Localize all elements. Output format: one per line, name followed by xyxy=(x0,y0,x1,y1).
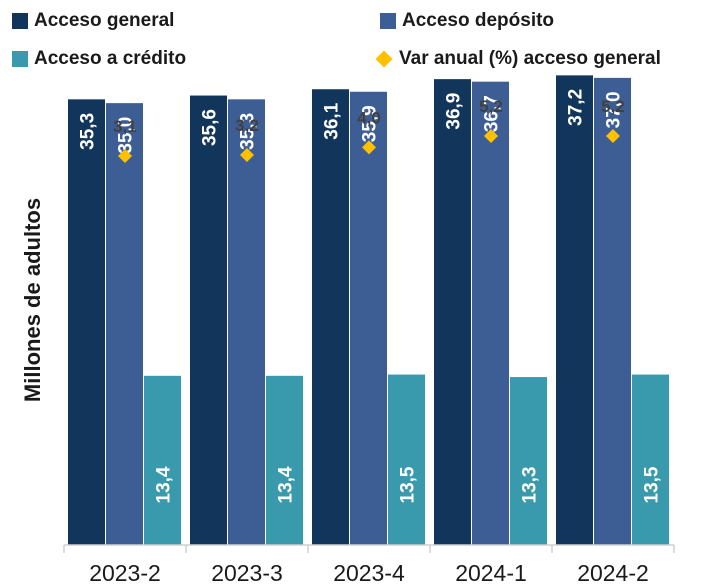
data-label-0-0: 35,3 xyxy=(78,113,99,150)
data-label-2-1: 13,4 xyxy=(276,466,297,503)
legend-swatch-acceso-deposito xyxy=(380,13,396,29)
legend-label-acceso-deposito: Acceso depósito xyxy=(402,10,555,31)
marker-2 xyxy=(362,140,376,155)
x-tick-label-1: 2023-3 xyxy=(211,560,283,585)
legend-swatch-acceso-general xyxy=(12,13,28,29)
data-label-1-1: 35,3 xyxy=(238,113,259,150)
bar-1-1 xyxy=(228,99,265,546)
data-label-0-2: 36,1 xyxy=(322,102,343,139)
bar-2-3 xyxy=(510,377,547,545)
marker-label-2: 4,0 xyxy=(357,108,381,127)
bar-0-3 xyxy=(434,79,471,545)
marker-0 xyxy=(118,149,132,163)
bar-2-1 xyxy=(266,375,303,545)
bar-2-2 xyxy=(388,374,425,545)
x-tick-label-2: 2023-4 xyxy=(333,560,405,585)
data-label-2-4: 13,5 xyxy=(642,466,663,503)
x-tick-label-0: 2023-2 xyxy=(89,560,161,585)
legend-item-acceso-deposito: Acceso depósito xyxy=(380,10,554,32)
marker-4 xyxy=(606,129,620,143)
marker-label-4: 5,2 xyxy=(601,97,625,116)
data-label-0-1: 35,6 xyxy=(200,109,221,146)
legend-label-acceso-general: Acceso general xyxy=(34,10,175,31)
bar-2-0 xyxy=(144,375,181,545)
bar-1-0 xyxy=(106,103,143,545)
legend-swatch-acceso-credito xyxy=(12,51,28,67)
x-tick-label-3: 2024-1 xyxy=(455,560,527,585)
marker-label-3: 5,2 xyxy=(479,97,503,116)
marker-label-0: 3,1 xyxy=(113,117,137,136)
bar-0-0 xyxy=(68,99,105,546)
bar-2-4 xyxy=(632,374,669,545)
legend: Acceso general Acceso depósito Acceso a … xyxy=(12,10,712,80)
marker-3 xyxy=(484,129,498,143)
data-label-1-2: 35,9 xyxy=(360,105,381,142)
data-label-1-3: 36,7 xyxy=(482,95,503,132)
data-label-2-3: 13,3 xyxy=(520,467,541,504)
bar-1-2 xyxy=(350,91,387,545)
legend-item-acceso-general: Acceso general xyxy=(12,10,174,32)
legend-label-acceso-credito: Acceso a crédito xyxy=(34,48,187,69)
bar-0-1 xyxy=(190,95,227,546)
y-axis-label: Millones de adultos xyxy=(20,198,45,402)
data-label-1-4: 37,0 xyxy=(604,91,625,128)
data-label-0-4: 37,2 xyxy=(566,89,587,126)
data-label-2-2: 13,5 xyxy=(398,466,419,503)
bars-group: 35,3 35,0 13,4 35,6 35,3 13,4 36,1 35,9 13,5 36,9… xyxy=(68,75,669,546)
bar-0-2 xyxy=(312,89,349,546)
legend-item-acceso-credito: Acceso a crédito xyxy=(12,48,186,70)
legend-item-var-anual: Var anual (%) acceso general xyxy=(374,48,661,70)
data-label-0-3: 36,9 xyxy=(444,93,465,130)
marker-1 xyxy=(240,148,254,163)
bar-1-3 xyxy=(472,81,509,545)
data-label-2-0: 13,4 xyxy=(154,466,175,503)
markers-group: 3,1 3,2 4,0 5,2 5,2 xyxy=(113,97,625,163)
marker-label-1: 3,2 xyxy=(235,116,259,135)
bar-1-4 xyxy=(594,77,631,545)
x-tick-label-4: 2024-2 xyxy=(577,560,649,585)
bar-0-4 xyxy=(556,75,593,545)
data-label-1-0: 35,0 xyxy=(116,117,137,154)
legend-label-var-anual: Var anual (%) acceso general xyxy=(399,48,661,69)
x-axis: 2023-2 2023-3 2023-4 2024-1 2024-2 xyxy=(63,544,675,585)
